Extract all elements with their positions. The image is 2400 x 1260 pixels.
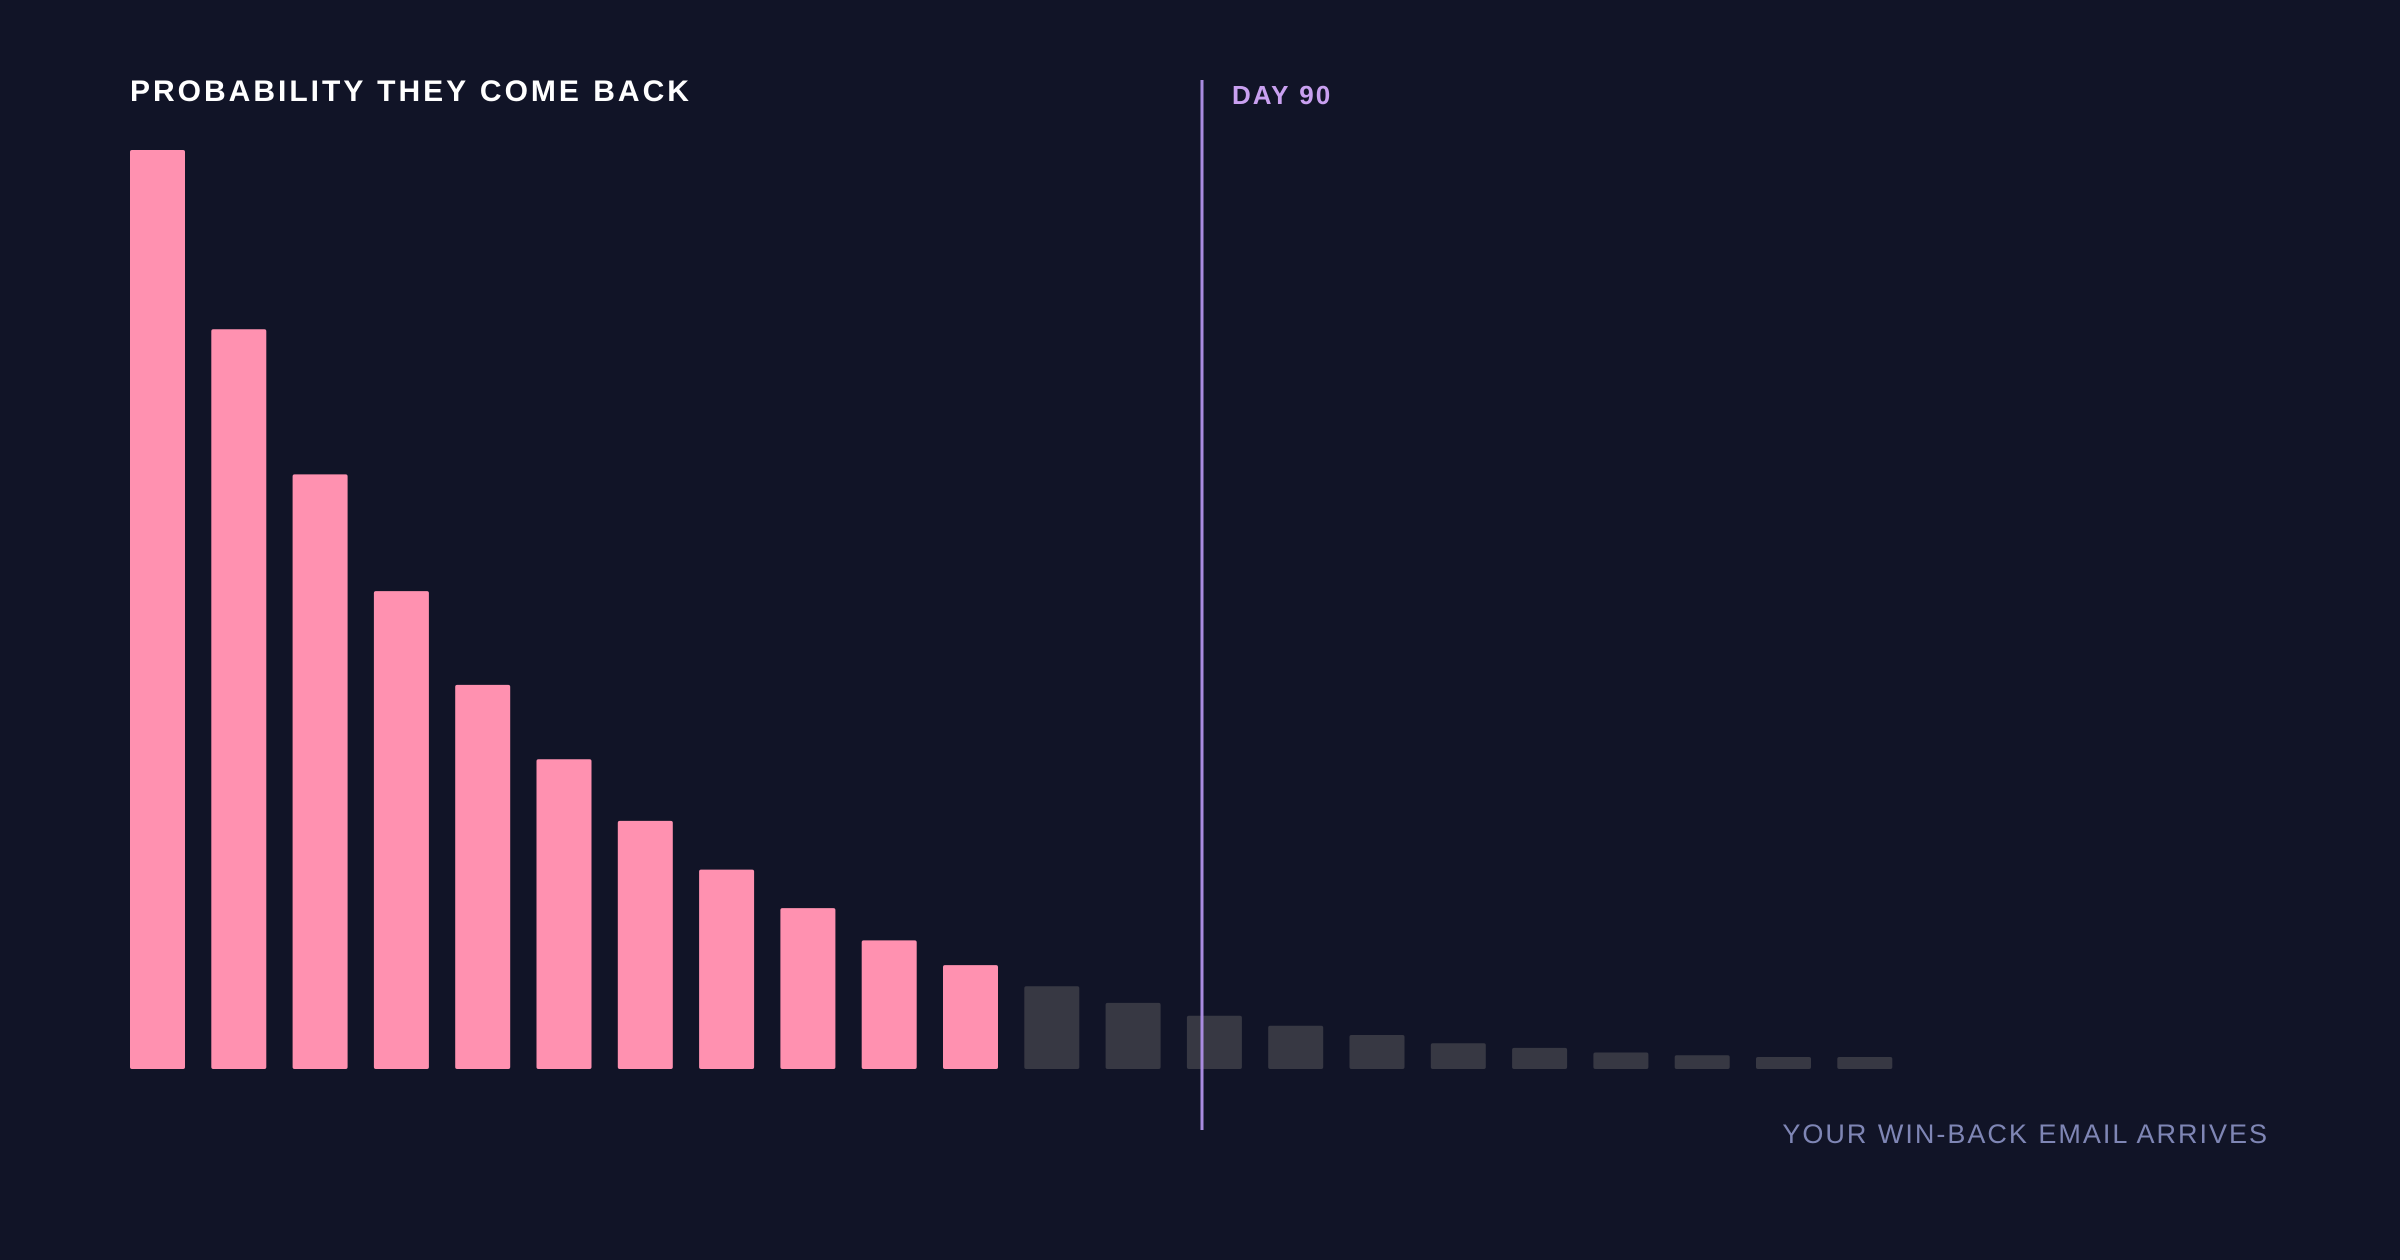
bar (699, 869, 755, 1069)
chart-title: PROBABILITY THEY COME BACK (130, 75, 692, 108)
bar (780, 908, 836, 1069)
bar (943, 965, 998, 1069)
bar (1756, 1057, 1811, 1069)
bar (1593, 1052, 1649, 1069)
bar (455, 684, 511, 1069)
bar (861, 940, 917, 1069)
bar (1512, 1047, 1568, 1069)
bar (1430, 1043, 1486, 1069)
annotation: YOUR WIN-BACK EMAIL ARRIVES (1782, 1119, 2269, 1149)
bar (536, 759, 592, 1069)
bar (373, 591, 429, 1069)
bar (1674, 1055, 1730, 1069)
bar (617, 820, 673, 1069)
bar (292, 474, 348, 1070)
bar (1105, 1002, 1161, 1069)
bar (1349, 1034, 1405, 1069)
bar (1186, 1015, 1242, 1069)
bar (1024, 986, 1080, 1069)
bar (1837, 1057, 1893, 1069)
bar (1268, 1025, 1324, 1069)
bar (211, 329, 267, 1070)
bar (130, 150, 185, 1069)
marker-label: DAY 90 (1232, 80, 1332, 110)
